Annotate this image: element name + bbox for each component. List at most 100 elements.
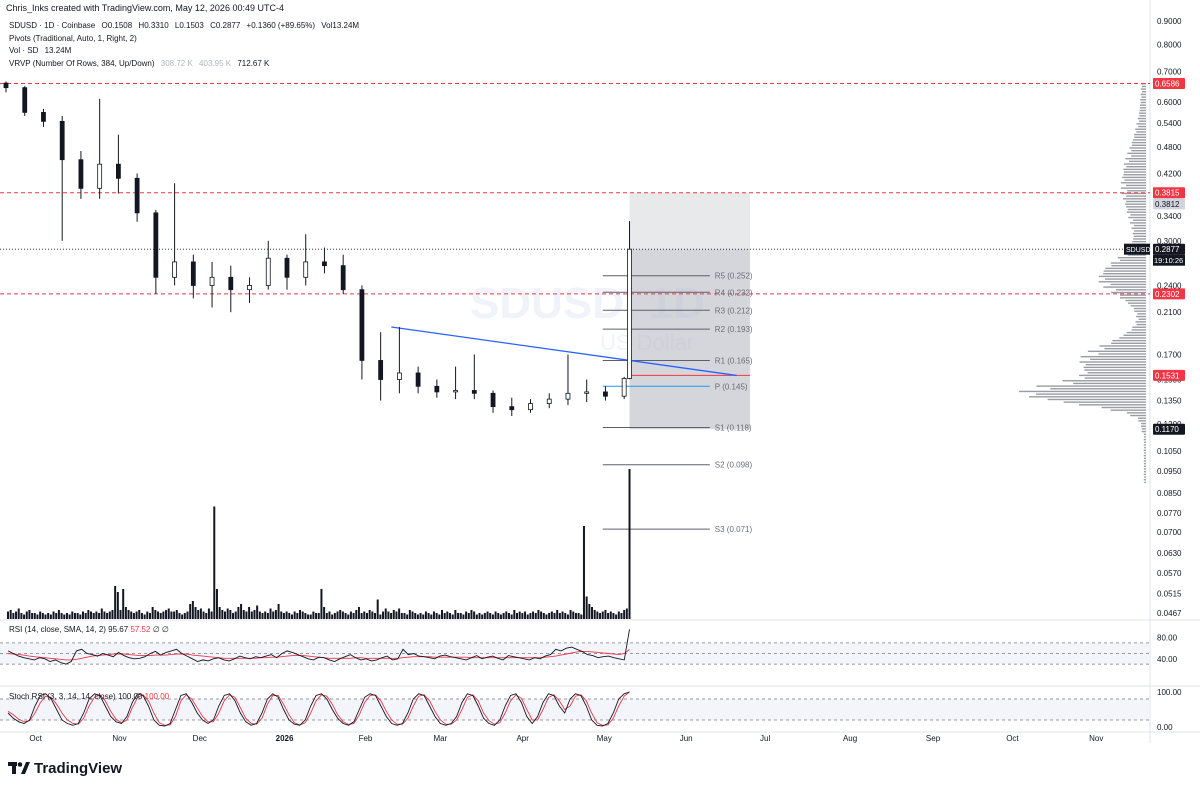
time-axis-tick: Dec (193, 734, 207, 743)
volume-bar (609, 611, 612, 619)
volume-bar (548, 613, 551, 619)
volume-bar (451, 614, 454, 619)
volume-bar (39, 611, 42, 619)
pivots-legend-row[interactable]: Pivots (Traditional, Auto, 1, Right, 2) (9, 33, 359, 46)
candle-body (134, 177, 140, 214)
volume-bar (186, 611, 189, 619)
volume-bar (312, 611, 315, 619)
price-axis-tick: 0.0570 (1157, 569, 1182, 578)
volume-bar (199, 608, 202, 619)
volume-bar (31, 613, 34, 619)
volume-profile-row (1123, 168, 1146, 171)
volume-bar (100, 608, 103, 619)
volume-bar (44, 614, 47, 619)
price-axis-tick: 0.0515 (1157, 589, 1182, 598)
volume-profile-row (1143, 460, 1146, 462)
volume-bar (165, 610, 168, 619)
volume-bar (183, 613, 186, 619)
volume-bar (556, 610, 559, 619)
candle-body (209, 276, 215, 286)
stoch-legend[interactable]: Stoch RSI (3, 3, 14, 14, close) 100.00 1… (9, 692, 169, 701)
volume-bar (197, 610, 200, 619)
volume-profile-row (1144, 457, 1146, 460)
volume-bar (253, 610, 256, 619)
volume-bar (90, 611, 93, 619)
volume-profile-row (1143, 479, 1146, 481)
candle-body (453, 390, 458, 393)
volume-bar (601, 611, 604, 619)
time-axis-tick: Aug (843, 734, 857, 743)
volume-bar (138, 610, 141, 619)
volume-bar (604, 610, 607, 619)
volume-profile-row (1134, 136, 1146, 138)
volume-bar (518, 611, 521, 619)
volume-profile-row (1127, 190, 1146, 192)
volume-profile-row (1141, 430, 1146, 433)
symbol-title: SDUSD · 1D · Coinbase (9, 21, 96, 30)
volume-bar (41, 613, 44, 619)
volume-bar (282, 613, 285, 619)
candle-body (603, 391, 608, 397)
candle-body (247, 285, 252, 291)
volume-bar (513, 610, 516, 619)
position-box-lower (629, 249, 750, 430)
volume-bar (98, 613, 101, 619)
volume-bar (245, 611, 248, 619)
volume-bar (368, 610, 371, 619)
volume-bar (355, 610, 358, 619)
volume-bar (502, 613, 505, 619)
volume-bar (92, 613, 95, 619)
pivot-label: R2 (0.193) (715, 325, 753, 334)
volume-profile-row (1122, 176, 1146, 179)
symbol-legend-row[interactable]: SDUSD · 1D · Coinbase O0.1508 H0.3310 L0… (9, 20, 359, 33)
volume-profile-row (1062, 380, 1146, 382)
volume-profile-row (1139, 104, 1146, 106)
volume-bar (15, 611, 18, 619)
volume-bar (269, 608, 272, 619)
volume-bar (272, 611, 275, 619)
volume-bar (162, 611, 165, 619)
stoch-band-fill (0, 699, 1150, 720)
pivot-label: R3 (0.212) (715, 306, 753, 315)
rsi-legend[interactable]: RSI (14, close, SMA, 14, 2) 95.67 57.52 … (9, 625, 169, 634)
volume-profile-row (1079, 361, 1146, 363)
volume-profile-row (1101, 406, 1146, 409)
volume-profile-row (1136, 131, 1146, 133)
volume-profile-row (1035, 393, 1146, 395)
candle-body (153, 212, 159, 278)
volume-bar (339, 610, 342, 619)
price-axis-tick: 0.0630 (1157, 549, 1182, 558)
volume-profile-row (1141, 422, 1146, 425)
volume-bar (371, 611, 374, 619)
volume-bar (376, 599, 379, 619)
volume-bar (550, 611, 553, 619)
vrvp-legend-row[interactable]: VRVP (Number Of Rows, 384, Up/Down) 308.… (9, 58, 359, 71)
volume-bar (620, 613, 623, 619)
volume-bar (446, 611, 449, 619)
volume-bar (106, 613, 109, 619)
volume-profile-row (1126, 412, 1146, 414)
volume-profile-row (1105, 278, 1146, 280)
volume-profile-row (1134, 230, 1146, 232)
volume-profile-row (1125, 200, 1146, 203)
volume-profile-row (1137, 313, 1146, 315)
volume-bar (242, 610, 245, 619)
volume-profile-row (1143, 468, 1146, 470)
volume-legend-row[interactable]: Vol · SD 13.24M (9, 45, 359, 58)
volume-profile-row (1103, 273, 1146, 275)
volume-profile-row (1123, 334, 1146, 336)
last-price-tag-bg (1153, 243, 1185, 255)
volume-profile-row (1143, 433, 1146, 435)
volume-profile-row (1124, 179, 1146, 181)
volume-profile-row (1127, 152, 1146, 155)
volume-bar (108, 611, 111, 619)
position-box-upper (629, 192, 750, 250)
volume-bar (529, 613, 532, 619)
volume-bar (427, 613, 430, 619)
volume-profile-row (1120, 259, 1146, 262)
volume-profile-row (1143, 438, 1146, 441)
volume-bar (218, 607, 221, 619)
volume-bar (553, 613, 556, 619)
price-axis-tick: 0.4800 (1157, 143, 1182, 152)
